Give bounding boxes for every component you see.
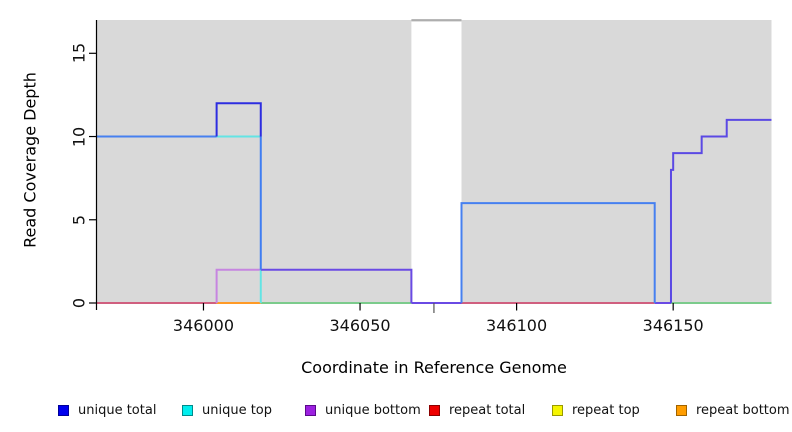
legend-swatch-icon (429, 404, 440, 416)
y-tick-label: 5 (69, 214, 89, 225)
x-tick-label: 346000 (172, 316, 234, 335)
legend-item-repeat-total: repeat total (429, 402, 526, 418)
unshaded-region (411, 21, 462, 304)
y-tick-label: 0 (69, 297, 89, 309)
legend-item-unique-bottom: unique bottom (305, 402, 421, 418)
legend-label: unique bottom (325, 402, 421, 418)
overlap-level2 (260, 268, 413, 303)
staircase-right (669, 118, 772, 303)
legend-swatch-icon (552, 404, 563, 416)
unique-total-peak12 (215, 102, 262, 137)
legend-label: repeat total (449, 402, 526, 418)
y-tick-label: 10 (69, 126, 89, 147)
unique-total-level6 (460, 202, 656, 303)
x-tick-label: 346050 (329, 316, 391, 335)
x-tick-label: 346100 (486, 316, 548, 335)
legend-label: repeat top (572, 402, 640, 418)
legend-item-repeat-top: repeat top (552, 402, 640, 418)
y-tick-label: 15 (69, 43, 89, 64)
legend-label: unique total (78, 402, 157, 418)
legend-label: unique top (202, 402, 273, 418)
legend-swatch-icon (305, 404, 316, 416)
y-axis-title: Read Coverage Depth (20, 72, 40, 248)
legend-item-repeat-bottom: repeat bottom (676, 402, 790, 418)
legend-item-unique-top: unique top (182, 402, 273, 418)
legend-swatch-icon (58, 404, 69, 416)
legend-label: repeat bottom (696, 402, 790, 418)
legend-item-unique-total: unique total (58, 402, 157, 418)
unique-bottom-step (215, 268, 261, 303)
x-tick-label: 346150 (642, 316, 704, 335)
legend-swatch-icon (676, 404, 687, 416)
x-axis-title: Coordinate in Reference Genome (301, 358, 567, 377)
legend-swatch-icon (182, 404, 193, 416)
